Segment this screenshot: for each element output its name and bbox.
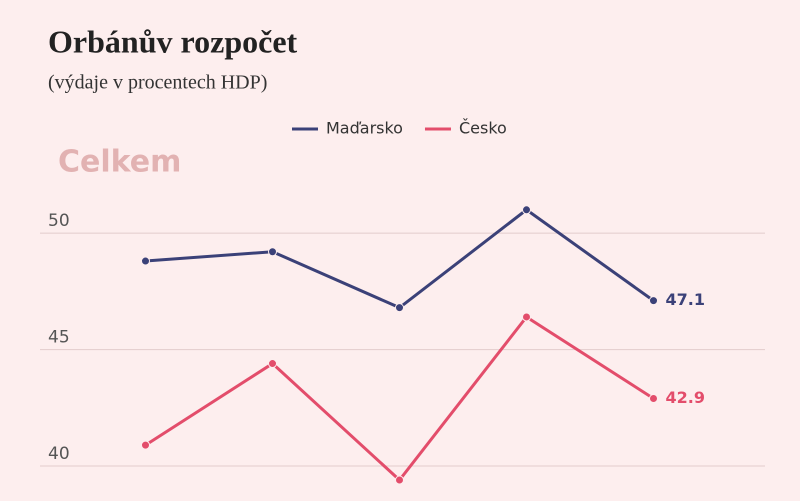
legend-label: Maďarsko [326, 119, 403, 138]
y-tick-label: 40 [48, 444, 70, 464]
data-point [395, 303, 404, 313]
chart-title: Orbánův rozpočet [48, 23, 298, 59]
data-point [268, 359, 277, 369]
annotation: Celkem [58, 145, 181, 180]
data-point [649, 296, 658, 306]
legend-label: Česko [459, 119, 507, 138]
data-point [141, 440, 150, 450]
value-label: 42.9 [666, 388, 705, 407]
value-label: 47.1 [666, 290, 705, 309]
data-point [649, 393, 658, 403]
data-point [395, 475, 404, 485]
data-point [522, 312, 531, 322]
y-tick-label: 45 [48, 328, 70, 348]
data-point [522, 205, 531, 215]
data-point [268, 247, 277, 257]
y-tick-label: 50 [48, 211, 70, 231]
chart-subtitle: (výdaje v procentech HDP) [48, 72, 267, 94]
data-point [141, 256, 150, 266]
